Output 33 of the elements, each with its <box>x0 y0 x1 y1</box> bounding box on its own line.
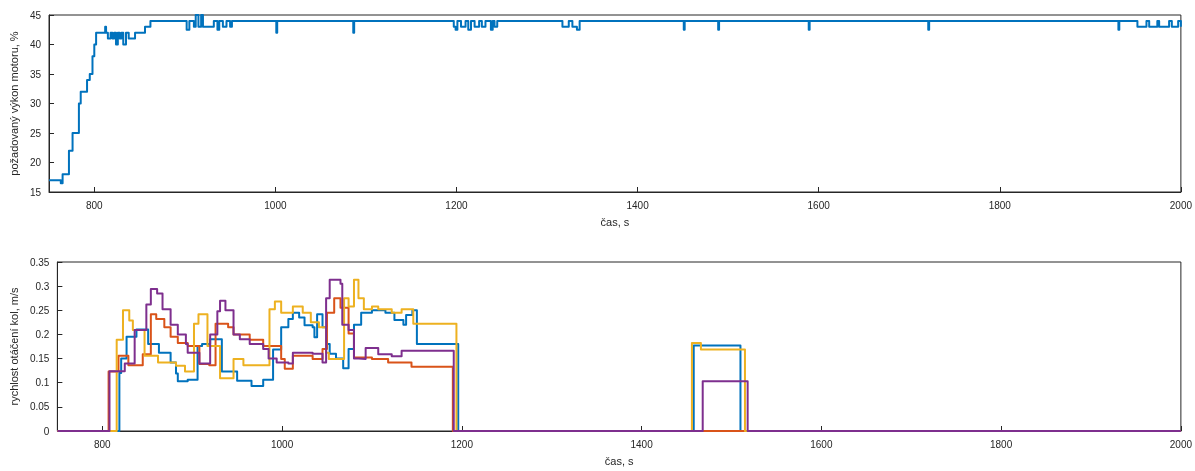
x-tick-label: 1200 <box>445 199 469 211</box>
y-tick-label: 20 <box>29 157 42 168</box>
x-axis-title: čas, s <box>600 215 630 228</box>
x-tick-label: 1000 <box>270 438 294 450</box>
y-tick-label: 25 <box>29 127 42 139</box>
x-tick-label: 1400 <box>626 199 650 211</box>
y-tick-label: 45 <box>29 9 42 21</box>
x-tick-label: 1600 <box>810 438 833 450</box>
y-axis-title: požadovaný výkon motoru, % <box>7 31 20 176</box>
y-axis-title: rychlost otáčení kol, m/s <box>7 287 20 406</box>
x-tick-label: 1800 <box>988 199 1012 211</box>
y-tick-label: 0.2 <box>35 328 50 340</box>
y-tick-label: 0.15 <box>29 353 50 365</box>
x-tick-label: 1600 <box>807 199 831 211</box>
x-tick-label: 2000 <box>1169 199 1193 211</box>
x-tick-label: 1800 <box>989 438 1013 450</box>
y-tick-label: 40 <box>29 39 42 50</box>
y-tick-label: 35 <box>29 68 42 80</box>
x-tick-label: 800 <box>85 199 104 211</box>
x-tick-label: 1200 <box>450 438 474 450</box>
y-tick-label: 30 <box>29 98 42 109</box>
y-tick-label: 0.25 <box>29 304 50 316</box>
x-tick-label: 1000 <box>264 199 287 211</box>
x-axis-title: čas, s <box>604 454 634 467</box>
y-tick-label: 0.3 <box>35 280 50 292</box>
y-tick-label: 15 <box>29 186 42 198</box>
x-tick-label: 1400 <box>630 438 654 450</box>
x-tick-label: 2000 <box>1169 438 1193 450</box>
y-tick-label: 0 <box>43 425 50 437</box>
y-tick-label: 0.05 <box>29 401 50 413</box>
x-tick-label: 800 <box>93 438 112 450</box>
y-tick-label: 0.1 <box>35 377 50 389</box>
y-tick-label: 0.35 <box>29 256 50 268</box>
